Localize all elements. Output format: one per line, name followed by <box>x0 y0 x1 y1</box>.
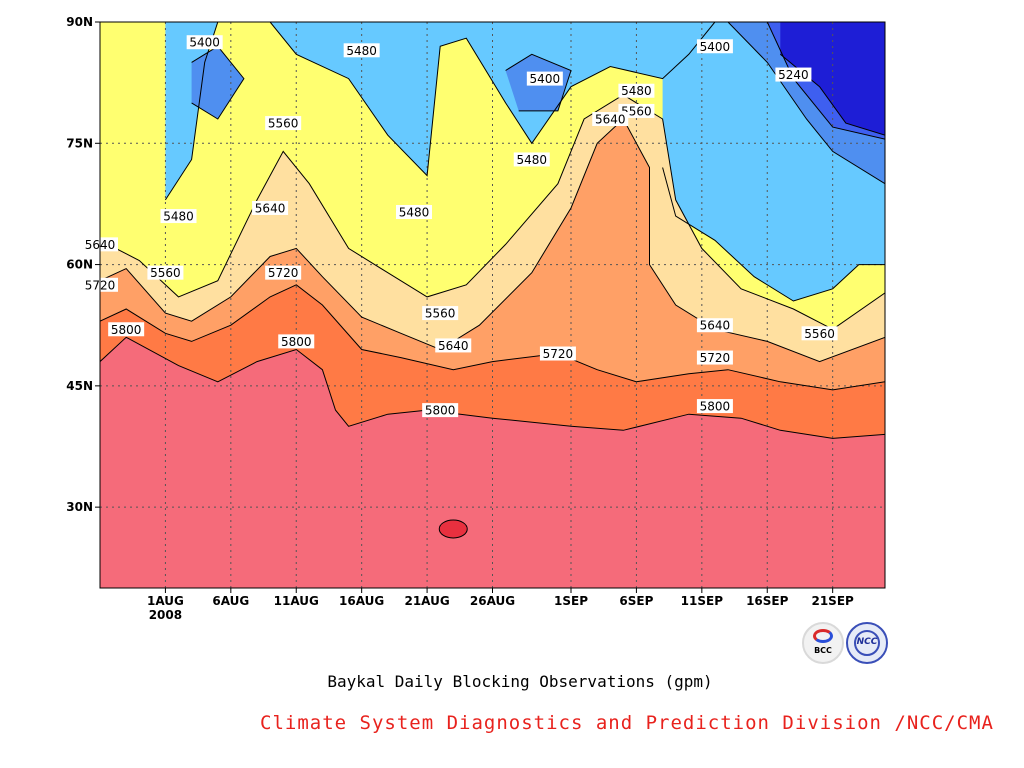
x-tick-label: 21SEP <box>811 594 854 608</box>
contour-label-box <box>539 346 576 361</box>
x-tick-label: 11SEP <box>681 594 724 608</box>
x-tick-label: 6SEP <box>619 594 653 608</box>
contour-label: 5400 <box>700 40 731 54</box>
contour-label-box <box>278 334 315 349</box>
contour-label: 5480 <box>346 44 377 58</box>
contour-label: 5800 <box>281 335 312 349</box>
contour-label: 5480 <box>516 153 547 167</box>
contour-label-box <box>526 71 563 86</box>
x-tick-label: 11AUG <box>274 594 319 608</box>
contour-label: 5480 <box>399 206 430 220</box>
x-tick-label: 21AUG <box>404 594 449 608</box>
contour-label-box <box>696 39 733 54</box>
contour-label: 5560 <box>150 266 181 280</box>
contour-label: 5640 <box>438 339 469 353</box>
contour-label: 5400 <box>530 72 561 86</box>
contour-label: 5800 <box>425 404 456 418</box>
contour-label: 5800 <box>700 400 731 414</box>
contour-label: 5240 <box>778 68 809 82</box>
contour-label: 5400 <box>189 36 220 50</box>
contour-label: 5720 <box>268 266 299 280</box>
contour-label-box <box>801 326 838 341</box>
x-tick-label: 16AUG <box>339 594 384 608</box>
x-axis-ticks: 1AUG 6AUG 11AUG 16AUG 21AUG 26AUG 1SEP 6SEP 11SE… <box>147 588 854 608</box>
contour-label-box <box>147 265 184 280</box>
contour-line-5800 <box>100 336 885 439</box>
x-tick-label: 16SEP <box>746 594 789 608</box>
y-tick-label: 90N <box>66 15 93 29</box>
contour-label-box <box>513 152 550 167</box>
contour-line-5480 <box>662 167 885 302</box>
ncc-logo-text: NCC <box>856 637 878 647</box>
contour-line-5400 <box>191 45 245 120</box>
y-tick-label: 30N <box>66 500 93 514</box>
x-tick-label: 26AUG <box>470 594 515 608</box>
contour-line-5400 <box>505 53 572 112</box>
contour-line-5320 <box>766 22 885 140</box>
contour-label-box <box>592 112 629 127</box>
contour-label-box <box>186 35 223 50</box>
fill-5400-5480 <box>165 22 218 200</box>
contour-line-5640 <box>100 118 885 363</box>
contour-line-5720 <box>100 284 885 391</box>
x-axis-year-label: 2008 <box>149 608 182 622</box>
contour-label-box <box>435 338 472 353</box>
contour-label-box <box>396 205 432 220</box>
bcc-logo-icon: BCC <box>802 622 844 664</box>
contour-line-5560 <box>100 94 885 330</box>
contour-label: 5480 <box>163 210 194 224</box>
contour-label-box <box>252 200 289 215</box>
x-tick-label: 6AUG <box>212 594 249 608</box>
chart-svg: 5400548054005400524054805560564055605480… <box>66 15 886 622</box>
contour-label-box <box>265 116 302 131</box>
contour-label-box <box>160 209 197 224</box>
contour-label: 5640 <box>700 319 731 333</box>
contour-label: 5640 <box>595 113 626 127</box>
contour-lines <box>100 22 885 439</box>
contour-label: 5720 <box>700 351 731 365</box>
y-axis-ticks: 30N 45N 60N 75N 90N <box>66 15 100 514</box>
ncc-globe-icon <box>854 630 880 656</box>
contour-label: 5720 <box>543 347 574 361</box>
fill-5400-5480 <box>270 22 715 176</box>
bcc-logo-text: BCC <box>814 646 832 655</box>
chart-caption: Baykal Daily Blocking Observations (gpm) <box>327 672 713 691</box>
contour-label-box <box>422 403 459 418</box>
credit-line: Climate System Diagnostics and Predictio… <box>260 712 994 734</box>
fill-below-5240 <box>780 22 885 136</box>
contour-label-box <box>422 306 459 321</box>
contour-label: 5640 <box>255 201 286 215</box>
contour-label-box <box>696 350 733 365</box>
y-tick-label: 75N <box>66 136 93 150</box>
contour-line-5480 <box>269 22 716 177</box>
x-tick-label: 1AUG <box>147 594 184 608</box>
contour-label-box <box>775 67 812 82</box>
bcc-swirl-icon <box>813 629 833 643</box>
contour-label: 5560 <box>621 104 652 118</box>
contour-label-box <box>343 43 380 58</box>
contour-label-box <box>265 265 302 280</box>
contour-line-5400 <box>727 22 885 185</box>
y-tick-label: 45N <box>66 379 93 393</box>
contour-label: 5560 <box>268 117 299 131</box>
contour-label: 5480 <box>621 84 652 98</box>
y-tick-label: 60N <box>66 258 93 272</box>
contour-label: 5800 <box>111 323 142 337</box>
ncc-logo-icon: NCC <box>846 622 888 664</box>
fill-above-5800 <box>100 337 885 588</box>
contour-label-box <box>696 318 733 333</box>
x-tick-label: 1SEP <box>554 594 588 608</box>
fill-local-max <box>438 519 468 539</box>
contour-label-box <box>618 83 655 98</box>
contour-label: 5560 <box>804 327 835 341</box>
contour-label-box <box>696 399 733 414</box>
contour-label: 5560 <box>425 307 456 321</box>
contour-label-box <box>108 322 145 337</box>
